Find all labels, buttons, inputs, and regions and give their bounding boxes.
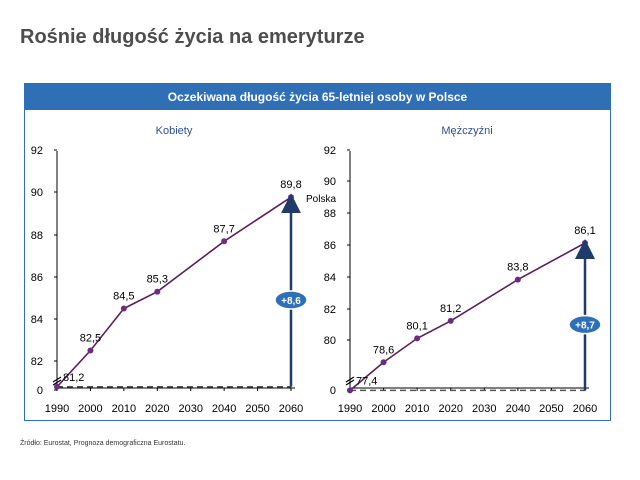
page-title: Rośnie długość życia na emeryturze <box>20 26 365 48</box>
chart2-data-label: 78,6 <box>373 344 394 356</box>
chart2-xtick-label: 2000 <box>371 403 395 415</box>
chart1-axis-break <box>52 379 62 386</box>
chart2-ytick-label: 0 <box>330 385 336 397</box>
chart2-point <box>414 335 421 342</box>
source-note: Źródło: Eurostat, Prognoza demograficzna… <box>20 440 186 447</box>
chart1-data-label: 85,3 <box>147 274 168 286</box>
chart1-subtitle: Kobiety <box>156 125 193 137</box>
chart1-series-line <box>56 196 292 388</box>
chart2-point <box>447 317 454 324</box>
chart1-ytick-label: 84 <box>31 314 43 326</box>
chart2-series-line <box>349 242 586 391</box>
chart1-data-label: 87,7 <box>213 223 234 235</box>
chart1-xtick-label: 1990 <box>45 403 69 415</box>
chart1-increase-label: +8,6 <box>281 296 301 307</box>
chart1-axis-break <box>52 376 62 383</box>
chart1-ytick-label: 90 <box>31 187 43 199</box>
chart1-xtick-label: 2010 <box>112 403 136 415</box>
chart2-xtick-label: 2030 <box>472 403 496 415</box>
chart2-xtick-label: 2020 <box>438 403 462 415</box>
chart1-xtick-label: 2060 <box>279 403 303 415</box>
chart2-ytick-label: 92 <box>324 145 336 157</box>
charts-canvas: Kobiety 0 82 84 86 88 90 92 1990 2000 2010 2020 2030… <box>31 125 602 415</box>
chart1-xtick-label: 2030 <box>178 403 202 415</box>
chart1-point <box>54 383 60 390</box>
chart2-xtick-label: 2010 <box>405 403 429 415</box>
chart2-increase-label: +8,7 <box>575 321 595 332</box>
chart2-subtitle: Mężczyźni <box>441 125 492 137</box>
chart2-data-label: 77,4 <box>356 375 377 387</box>
chart1-xtick-label: 2050 <box>245 403 269 415</box>
chart2-ytick-label: 80 <box>324 335 336 347</box>
chart1-point <box>87 347 94 354</box>
chart2-ytick-label: 84 <box>324 272 336 284</box>
chart1-ytick-label: 82 <box>31 356 43 368</box>
chart1-point <box>154 288 161 295</box>
chart1-ytick-label: 0 <box>37 385 43 397</box>
chart-panel: Oczekiwana długość życia 65-letniej osob… <box>24 83 611 421</box>
chart2-xtick-label: 2040 <box>506 403 530 415</box>
chart1-data-label: 81,2 <box>63 372 84 384</box>
chart2-axis-break <box>345 376 355 383</box>
chart1-data-label: 89,8 <box>280 179 301 191</box>
chart2-data-label: 86,1 <box>574 225 595 237</box>
chart2-point <box>347 387 353 394</box>
chart2-xtick-label: 1990 <box>338 403 362 415</box>
chart2-ytick-label: 88 <box>324 208 336 220</box>
chart1-xtick-label: 2040 <box>212 403 236 415</box>
chart2-data-label: 83,8 <box>507 262 528 274</box>
chart2-data-label: 80,1 <box>406 320 427 332</box>
chart2-xtick-label: 2050 <box>539 403 563 415</box>
chart2-increase-bubble <box>568 314 602 335</box>
chart2-ytick-label: 86 <box>324 240 336 252</box>
chart2-ytick-label: 90 <box>324 176 336 188</box>
chart1-xtick-label: 2020 <box>145 403 169 415</box>
chart2-ytick-label: 82 <box>324 304 336 316</box>
chart1-increase-bubble <box>274 290 308 310</box>
chart1-point <box>288 194 294 201</box>
chart2-data-label: 81,2 <box>440 303 461 315</box>
chart1-ytick-label: 88 <box>31 230 43 242</box>
chart1-ytick-label: 92 <box>31 145 43 157</box>
chart2-xtick-label: 2060 <box>573 403 597 415</box>
chart2-axis-break <box>345 379 355 386</box>
chart1-point <box>120 305 127 312</box>
chart2-annotation: Polska <box>306 194 336 205</box>
chart1-data-label: 82,5 <box>80 333 101 345</box>
chart1-data-label: 84,5 <box>113 291 134 303</box>
chart-banner-title: Oczekiwana długość życia 65-letniej osob… <box>25 84 610 110</box>
chart2-point <box>514 276 521 283</box>
chart2-point <box>380 359 387 366</box>
chart1-ytick-label: 86 <box>31 272 43 284</box>
chart1-xtick-label: 2000 <box>78 403 102 415</box>
chart2-point <box>582 240 588 247</box>
chart1-point <box>221 238 228 245</box>
